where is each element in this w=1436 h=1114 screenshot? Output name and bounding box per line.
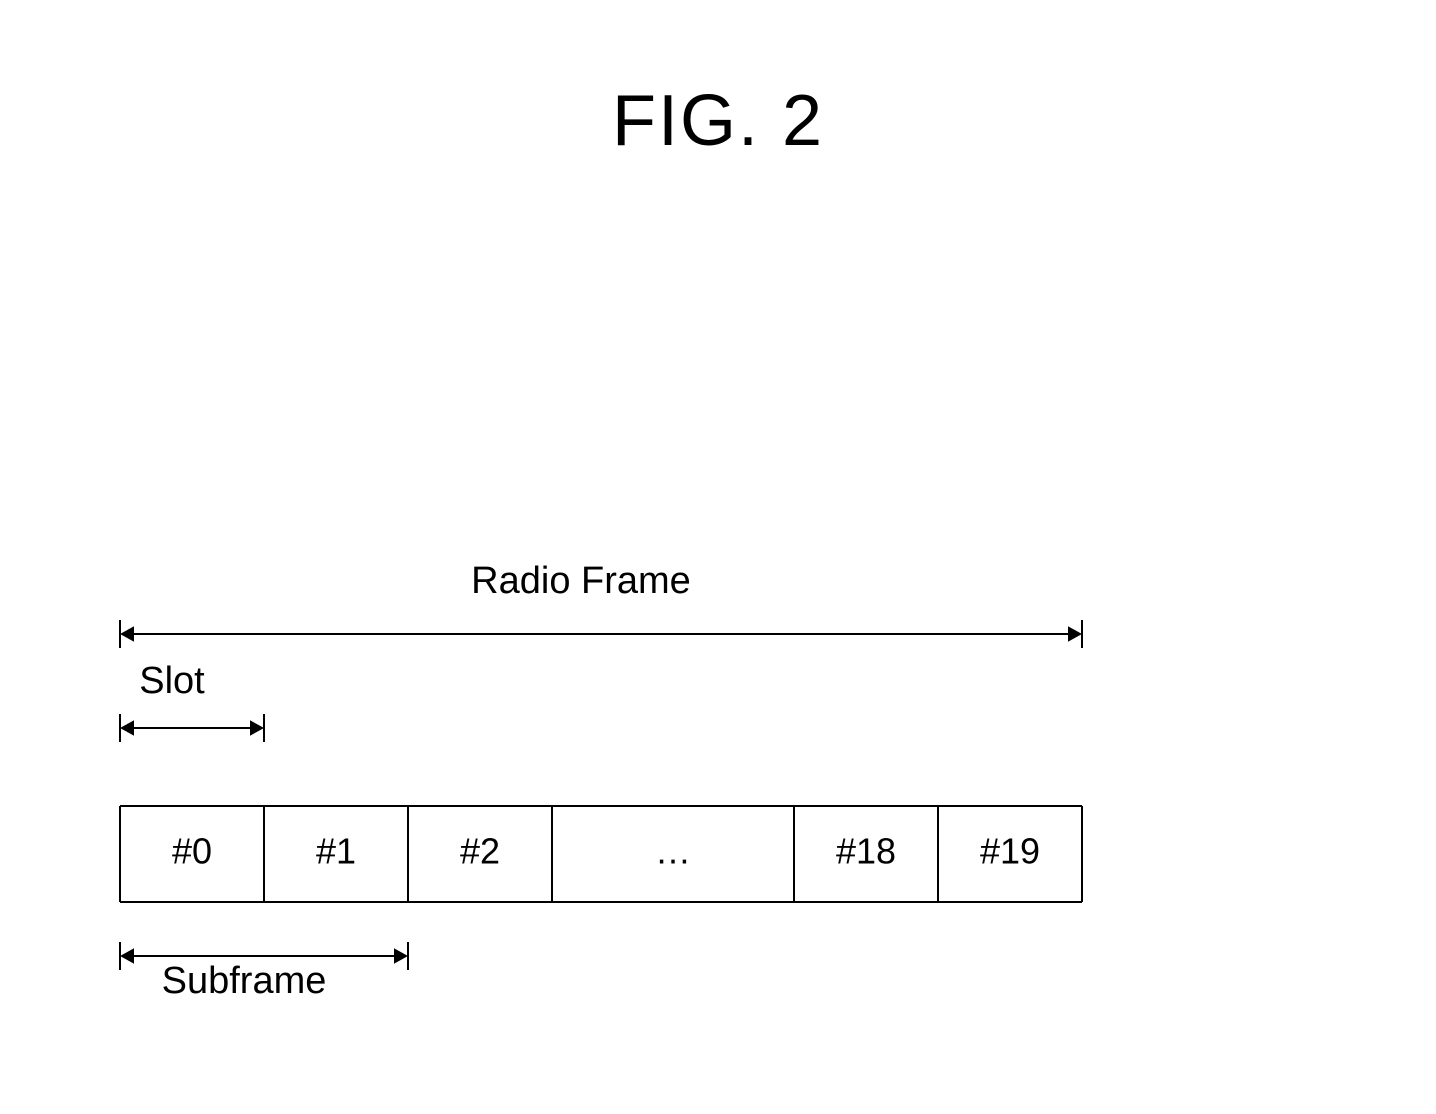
slot-cell-label: #2 [460, 831, 500, 872]
radio-frame-label: Radio Frame [100, 560, 1062, 603]
slot-cell-label: #1 [316, 831, 356, 872]
frame-structure-diagram: Radio Frame Slot Subframe #0#1#2…#18#19 [100, 590, 1102, 1010]
subframe-label: Subframe [100, 960, 388, 1003]
slot-cell-label: … [655, 831, 691, 872]
slot-label: Slot [100, 660, 244, 703]
figure-title: FIG. 2 [0, 80, 1436, 162]
slot-cell-label: #0 [172, 831, 212, 872]
slot-cell-label: #19 [980, 831, 1040, 872]
diagram-svg: #0 #1 #2 … #18 #19 [100, 590, 1102, 1010]
slot-cell-label: #18 [836, 831, 896, 872]
